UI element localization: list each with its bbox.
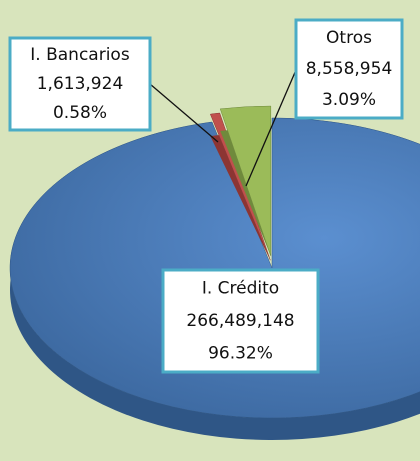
leader-lines [149,69,297,187]
percent-label: 0.58% [53,103,107,123]
slice [209,112,271,261]
leader-line [245,69,297,187]
value-label: 266,489,148 [186,311,294,331]
label-box [161,268,320,374]
percent-label: 3.09% [322,90,376,110]
category-label: I. Crédito [202,279,279,299]
value-label: 1,613,924 [37,74,124,94]
category-label: Otros [326,28,372,48]
category-label: I. Bancarios [30,45,130,65]
slice [219,105,272,257]
percent-label: 96.32% [208,343,273,363]
label-box [294,18,404,120]
value-label: 8,558,954 [306,59,393,79]
leader-line [149,83,219,143]
data-labels: I. Crédito 266,489,148 96.32% I. Bancarios 1… [8,18,404,374]
label-box [8,36,152,132]
